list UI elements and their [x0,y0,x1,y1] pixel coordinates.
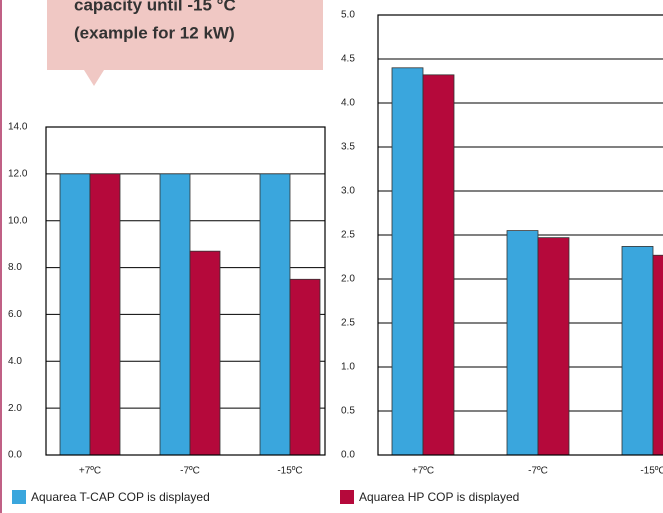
y-tick-label: 0.5 [341,406,355,417]
y-tick-label: 10.0 [8,215,28,226]
plot-frame [377,14,663,456]
legend-label: Aquarea T-CAP COP is displayed [31,490,210,504]
y-tick-label: 4.0 [341,98,355,109]
legend-label: Aquarea HP COP is displayed [359,490,519,504]
bar [621,246,654,456]
y-tick-label: 4.5 [341,54,355,65]
bar [537,237,570,456]
y-tick-label: 3.0 [341,186,355,197]
x-tick-label: -15ºC [640,466,663,477]
y-tick-label: 2.0 [8,403,22,414]
y-tick-label: 4.0 [8,356,22,367]
x-tick-label: +7ºC [412,466,434,477]
callout-line: (example for 12 kW) [74,23,235,42]
y-tick-label: 12.0 [8,168,28,179]
y-tick-label: 3.5 [341,142,355,153]
bar [189,250,221,456]
bar [89,173,121,456]
y-tick-label: 6.0 [8,309,22,320]
y-tick-label: 14.0 [8,122,28,133]
y-tick-label: 0.0 [341,450,355,461]
y-tick-label: 8.0 [8,262,22,273]
plot-frame [45,126,326,456]
bar [506,230,539,456]
x-tick-label: -7ºC [528,466,548,477]
callout-line: capacity until -15 °C [74,0,236,14]
y-tick-label: 2.5 [341,318,355,329]
y-tick-label: 1.0 [341,362,355,373]
bar [159,173,191,456]
bar [652,254,663,456]
y-tick-label: 2.5 [341,230,355,241]
x-tick-label: -15ºC [277,466,302,477]
legend-swatch [340,490,354,504]
bar [391,67,424,456]
bar [422,74,455,456]
callout-box [47,0,323,70]
bar [59,173,91,456]
y-tick-label: 5.0 [341,10,355,21]
x-tick-label: -7ºC [180,466,200,477]
bar [289,278,321,456]
y-tick-label: 0.0 [8,450,22,461]
callout-pointer [84,70,104,86]
bar [259,173,291,456]
y-tick-label: 2.0 [341,274,355,285]
x-tick-label: +7ºC [79,466,101,477]
legend-swatch [12,490,26,504]
